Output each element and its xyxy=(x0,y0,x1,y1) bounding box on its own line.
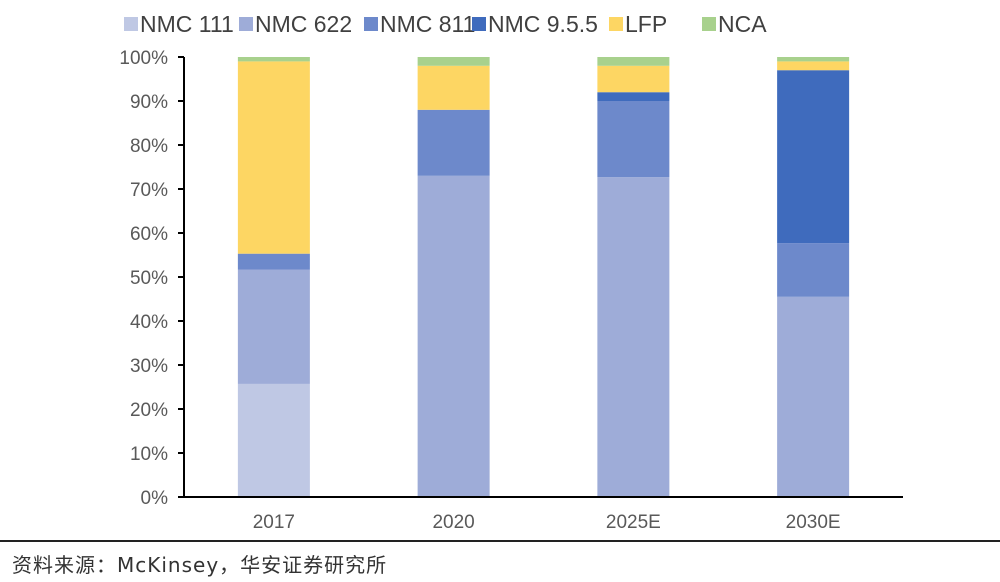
bar-stack-2017 xyxy=(237,57,310,497)
bar-segment-nmc-622 xyxy=(417,175,490,498)
bars xyxy=(237,57,850,498)
legend-swatch xyxy=(239,17,253,31)
bar-segment-lfp xyxy=(597,65,670,93)
bar-segment-nmc-622 xyxy=(777,296,850,497)
bar-segment-lfp xyxy=(777,61,850,71)
x-tick-label: 2030E xyxy=(786,512,841,533)
y-tick-label: 10% xyxy=(130,444,168,465)
bar-segment-nmc-622 xyxy=(597,177,670,497)
legend-swatch xyxy=(364,17,378,31)
legend-label: NCA xyxy=(718,11,767,37)
legend-swatch xyxy=(124,17,138,31)
x-tick-label: 2020 xyxy=(432,512,474,533)
legend-item-nmc-9-5-5: NMC 9.5.5 xyxy=(472,11,598,37)
y-tick-label: 80% xyxy=(130,136,168,157)
legend-swatch xyxy=(609,17,623,31)
y-tick-label: 0% xyxy=(141,488,169,509)
bar-segment-nmc-811 xyxy=(237,253,310,270)
bar-segment-nmc-811 xyxy=(417,109,490,176)
y-tick-label: 70% xyxy=(130,180,168,201)
y-tick-label: 100% xyxy=(119,48,168,69)
x-tick-label: 2025E xyxy=(606,512,661,533)
bar-segment-nmc-811 xyxy=(597,101,670,178)
bar-stack-2025E xyxy=(597,57,670,497)
bar-segment-nca xyxy=(237,57,310,62)
y-tick-label: 20% xyxy=(130,400,168,421)
y-tick-label: 90% xyxy=(130,92,168,113)
y-axis: 0% 10% 20% 30% 40% 50% 60% 70% 80% 90% 100% xyxy=(119,48,185,509)
y-tick-label: 30% xyxy=(130,356,168,377)
bar-stack-2030E xyxy=(777,57,850,497)
bar-segment-nca xyxy=(777,57,850,62)
bar-segment-nca xyxy=(417,57,490,66)
legend-item-nmc-111: NMC 111 xyxy=(124,11,234,37)
legend-label: NMC 111 xyxy=(140,11,234,37)
bar-stack-2020 xyxy=(417,57,490,498)
bar-segment-nmc-111 xyxy=(237,383,310,497)
bar-segment-nmc-622 xyxy=(237,269,310,384)
legend-swatch xyxy=(472,17,486,31)
legend-label: NMC 811 xyxy=(380,11,475,37)
legend-label: LFP xyxy=(625,11,667,37)
bar-segment-nca xyxy=(597,57,670,66)
legend-item-nmc-622: NMC 622 xyxy=(239,11,352,37)
stacked-bar-chart: NMC 111 NMC 622 NMC 811 NMC 9.5.5 LFP NCA 0% 1… xyxy=(119,11,903,533)
footer-divider xyxy=(0,540,1000,542)
x-tick-label: 2017 xyxy=(253,512,295,533)
bar-segment-nmc-811 xyxy=(777,243,850,297)
bar-segment-nmc-9-5-5 xyxy=(777,70,850,244)
y-tick-label: 50% xyxy=(130,268,168,289)
legend-label: NMC 622 xyxy=(255,11,352,37)
legend-label: NMC 9.5.5 xyxy=(488,11,598,37)
bar-segment-lfp xyxy=(417,65,490,110)
y-tick-label: 40% xyxy=(130,312,168,333)
bar-segment-nmc-9-5-5 xyxy=(597,92,670,101)
source-note: 资料来源：McKinsey，华安证券研究所 xyxy=(12,553,388,577)
legend: NMC 111 NMC 622 NMC 811 NMC 9.5.5 LFP NCA xyxy=(124,11,767,37)
x-axis: 2017 2020 2025E 2030E xyxy=(184,496,903,533)
legend-item-lfp: LFP xyxy=(609,11,667,37)
legend-swatch xyxy=(702,17,716,31)
legend-item-nmc-811: NMC 811 xyxy=(364,11,475,37)
legend-item-nca: NCA xyxy=(702,11,767,37)
y-tick-label: 60% xyxy=(130,224,168,245)
bar-segment-lfp xyxy=(237,61,310,254)
